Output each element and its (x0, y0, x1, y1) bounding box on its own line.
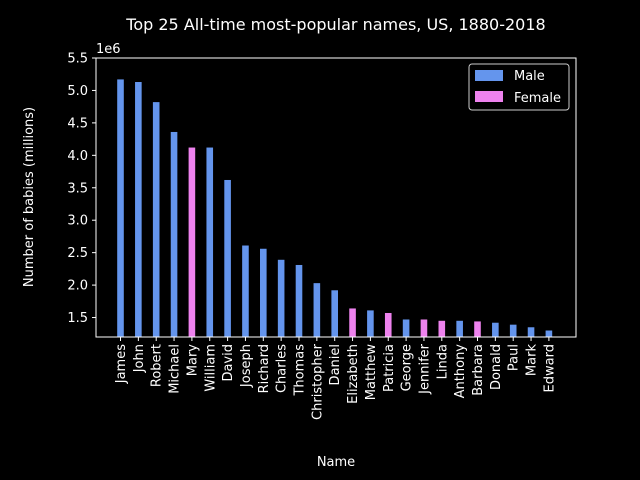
legend-label-male: Male (514, 69, 545, 84)
x-tick-label: Donald (489, 344, 504, 390)
x-tick-label: Matthew (364, 344, 379, 401)
x-tick-label: Elizabeth (346, 344, 361, 404)
x-tick-label: Thomas (293, 344, 308, 397)
legend: Male Female (468, 63, 570, 111)
bar-john (135, 82, 142, 337)
bar-mark (527, 327, 535, 337)
bar-paul (509, 324, 517, 337)
y-tick-label: 4.0 (67, 149, 88, 164)
bar-christopher (313, 283, 321, 337)
x-tick-label: Jennifer (417, 343, 432, 394)
x-tick-label: Daniel (328, 344, 343, 385)
legend-swatch-female (475, 91, 503, 102)
y-tick-label: 2.5 (67, 246, 88, 261)
x-tick-label: Michael (168, 344, 183, 394)
chart-title: Top 25 All-time most-popular names, US, … (125, 15, 545, 34)
x-tick-label: Mark (525, 344, 540, 377)
x-tick-label: Christopher (310, 343, 325, 420)
y-tick-label: 3.5 (67, 181, 88, 196)
bar-edward (545, 330, 553, 337)
y-tick-label: 1.5 (67, 311, 88, 326)
bar-charles (277, 259, 285, 337)
x-tick-label: Barbara (471, 344, 486, 396)
bar-thomas (295, 264, 303, 337)
bar-michael (170, 131, 178, 337)
x-tick-label: John (132, 344, 147, 373)
bar-jennifer (420, 319, 428, 337)
bar-mary (188, 147, 196, 337)
x-tick-label: Robert (150, 344, 165, 387)
bars-group (117, 79, 553, 338)
bar-robert (152, 102, 160, 337)
x-tick-label: Anthony (453, 344, 468, 399)
x-tick-label: Linda (435, 344, 450, 379)
x-tick-label: Joseph (239, 344, 254, 388)
x-axis-label: Name (317, 455, 355, 470)
x-tick-label: James (114, 344, 129, 384)
y-tick-label: 5.0 (67, 84, 88, 99)
x-tick-label: Charles (275, 344, 290, 393)
y-axis-offset-label: 1e6 (96, 42, 121, 57)
legend-label-female: Female (514, 91, 561, 106)
x-tick-label: Paul (507, 344, 522, 371)
x-tick-label: William (203, 344, 218, 392)
y-tick-label: 4.5 (67, 116, 88, 131)
x-axis-ticks: James John Robert Michael Mary William David Jo… (114, 337, 557, 420)
bar-patricia (384, 312, 392, 337)
bar-matthew (367, 310, 374, 337)
x-tick-label: Richard (257, 344, 272, 393)
y-axis-label: Number of babies (millions) (22, 107, 37, 287)
x-tick-label: George (400, 344, 415, 391)
bar-joseph (242, 245, 249, 337)
bar-george (402, 319, 410, 337)
x-tick-label: Mary (185, 344, 200, 377)
bar-david (224, 179, 231, 337)
bar-william (206, 147, 214, 337)
legend-swatch-male (475, 70, 503, 81)
bar-donald (492, 322, 499, 337)
y-tick-label: 5.5 (67, 52, 88, 67)
y-axis-ticks: 1.5 2.0 2.5 3.0 3.5 4.0 4.5 5.0 5.5 (67, 52, 96, 326)
bar-elizabeth (349, 308, 356, 337)
bar-anthony (456, 320, 463, 337)
bar-barbara (474, 321, 481, 337)
x-tick-label: David (221, 344, 236, 382)
x-tick-label: Patricia (382, 344, 397, 392)
y-tick-label: 2.0 (67, 279, 88, 294)
plot-area-frame (95, 57, 577, 338)
bar-daniel (331, 290, 338, 337)
bar-linda (438, 320, 446, 337)
x-tick-label: Edward (542, 344, 557, 392)
bar-richard (260, 248, 267, 337)
bar-james (117, 79, 124, 338)
y-tick-label: 3.0 (67, 214, 88, 229)
